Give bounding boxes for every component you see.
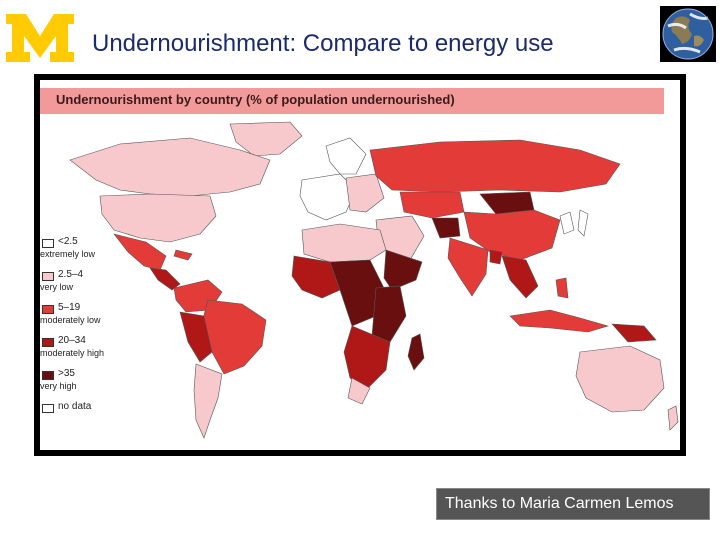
earth-globe-icon: [660, 6, 716, 62]
region-eastern-europe: [345, 173, 385, 213]
world-map: [69, 121, 679, 439]
legend-item: >35 very high: [40, 368, 120, 401]
region-europe-west: [299, 173, 357, 221]
region-madagascar: [407, 333, 425, 371]
legend-range: >35: [58, 368, 75, 379]
legend-range: 5–19: [58, 302, 81, 313]
region-south-africa: [347, 377, 371, 405]
region-bangladesh: [489, 249, 503, 265]
legend-label: very low: [40, 282, 74, 292]
map-heading: Undernourishment by country (% of popula…: [56, 92, 455, 107]
region-india: [447, 237, 489, 297]
region-papua: [611, 323, 657, 343]
region-philippines: [555, 277, 569, 299]
page-title: Undernourishment: Compare to energy use: [92, 30, 554, 57]
region-afghanistan: [431, 217, 461, 239]
legend-label: extremely low: [40, 249, 96, 259]
legend-swatch: [42, 272, 54, 281]
region-southeast-asia: [501, 255, 539, 299]
region-middle-east: [375, 215, 425, 261]
region-central-america: [149, 267, 181, 291]
region-canada: [69, 137, 271, 197]
legend-range: <2.5: [58, 236, 78, 247]
region-argentina-chile: [193, 363, 223, 439]
university-logo: [6, 14, 74, 62]
legend-label: moderately high: [40, 348, 105, 358]
legend-swatch: [42, 305, 54, 314]
region-north-africa: [301, 223, 387, 263]
region-kazakhstan: [399, 191, 465, 219]
legend-range: 2.5–4: [58, 269, 84, 280]
region-scandinavia: [325, 137, 367, 175]
region-korea-japan: [559, 209, 589, 237]
legend-swatch: [42, 239, 54, 248]
map-figure: Undernourishment by country (% of popula…: [40, 80, 680, 450]
legend-item: 5–19 moderately low: [40, 302, 120, 335]
legend-range: no data: [58, 401, 92, 412]
legend-item: 2.5–4 very low: [40, 269, 120, 302]
legend-label: moderately low: [40, 315, 101, 325]
region-australia: [575, 345, 665, 413]
legend-label: very high: [40, 381, 77, 391]
region-east-africa: [371, 285, 407, 343]
region-brazil: [199, 299, 267, 375]
region-russia: [369, 139, 621, 193]
region-peru-bolivia: [179, 311, 213, 363]
map-legend: <2.5 extremely low 2.5–4 very low 5–19 m…: [40, 236, 120, 434]
legend-item: no data: [40, 401, 120, 434]
legend-swatch: [42, 404, 54, 413]
region-horn-of-africa: [383, 249, 423, 291]
region-greenland: [229, 121, 303, 157]
credit-box: Thanks to Maria Carmen Lemos: [436, 488, 710, 520]
legend-swatch: [42, 338, 54, 347]
region-caribbean: [173, 249, 193, 261]
legend-range: 20–34: [58, 335, 86, 346]
region-new-zealand: [667, 405, 679, 431]
region-usa: [99, 193, 217, 243]
region-indonesia: [509, 309, 610, 333]
legend-item: 20–34 moderately high: [40, 335, 120, 368]
legend-item: <2.5 extremely low: [40, 236, 120, 269]
map-heading-banner: Undernourishment by country (% of popula…: [40, 88, 664, 114]
region-china: [463, 209, 561, 261]
legend-swatch: [42, 371, 54, 380]
credit-text: Thanks to Maria Carmen Lemos: [445, 495, 674, 512]
map-figure-frame: Undernourishment by country (% of popula…: [34, 74, 686, 456]
